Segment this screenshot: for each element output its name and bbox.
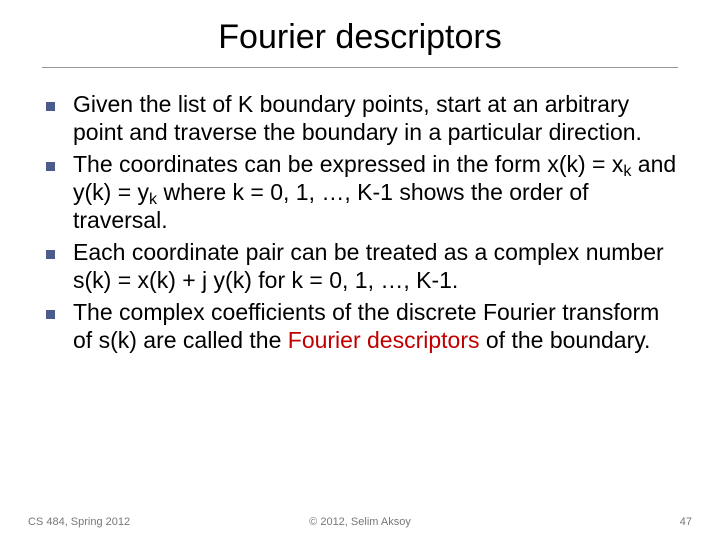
bullet-item: Given the list of K boundary points, sta… [42, 90, 678, 146]
slide-content: Given the list of K boundary points, sta… [42, 90, 678, 354]
slide: Fourier descriptors Given the list of K … [0, 0, 720, 540]
bullet-item: The complex coefficients of the discrete… [42, 298, 678, 354]
bullet-square-icon [46, 102, 55, 111]
slide-footer: CS 484, Spring 2012 © 2012, Selim Aksoy … [0, 516, 720, 528]
bullet-text: Each coordinate pair can be treated as a… [73, 238, 678, 294]
bullet-item: The coordinates can be expressed in the … [42, 150, 678, 234]
bullet-text: The complex coefficients of the discrete… [73, 298, 678, 354]
bullet-square-icon [46, 250, 55, 259]
bullet-text: The coordinates can be expressed in the … [73, 150, 678, 234]
bullet-text: Given the list of K boundary points, sta… [73, 90, 678, 146]
footer-left: CS 484, Spring 2012 [28, 516, 130, 528]
bullet-square-icon [46, 162, 55, 171]
bullet-item: Each coordinate pair can be treated as a… [42, 238, 678, 294]
slide-title: Fourier descriptors [42, 18, 678, 68]
footer-right: 47 [680, 516, 692, 528]
bullet-square-icon [46, 310, 55, 319]
